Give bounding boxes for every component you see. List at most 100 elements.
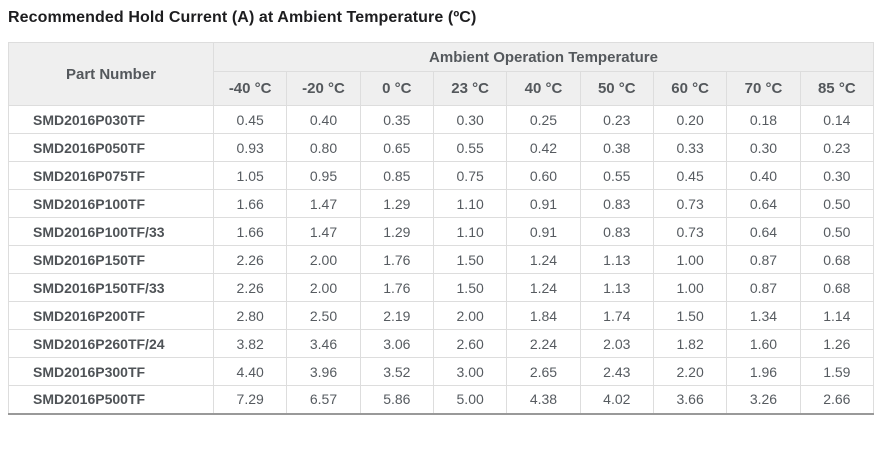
hold-current-value-cell: 0.50 (799, 217, 875, 246)
hold-current-value-cell: 3.00 (432, 357, 508, 386)
hold-current-value-cell: 3.66 (652, 385, 728, 414)
hold-current-value-cell: 1.76 (359, 245, 434, 274)
hold-current-value-cell: 6.57 (286, 385, 361, 414)
hold-current-value-cell: 1.82 (652, 329, 728, 358)
hold-current-value-cell: 1.13 (579, 245, 654, 274)
temp-header-cell: 40 °C (506, 71, 581, 106)
hold-current-value-cell: 0.30 (799, 161, 875, 190)
hold-current-value-cell: 0.23 (799, 133, 875, 162)
hold-current-value-cell: 1.66 (212, 217, 288, 246)
table-row: SMD2016P150TF/33 2.26 2.00 1.76 1.50 1.2… (8, 273, 875, 302)
part-number-cell: SMD2016P200TF (8, 301, 214, 330)
hold-current-value-cell: 4.02 (579, 385, 654, 414)
hold-current-value-cell: 0.20 (652, 105, 728, 134)
hold-current-value-cell: 0.18 (726, 105, 801, 134)
datasheet-page: Recommended Hold Current (A) at Ambient … (8, 9, 875, 415)
hold-current-value-cell: 1.66 (212, 189, 288, 218)
hold-current-value-cell: 2.00 (432, 301, 508, 330)
hold-current-value-cell: 1.74 (579, 301, 654, 330)
hold-current-value-cell: 0.50 (799, 189, 875, 218)
hold-current-value-cell: 0.33 (652, 133, 728, 162)
hold-current-value-cell: 0.73 (652, 189, 728, 218)
temp-header-cell: -40 °C (212, 71, 288, 106)
hold-current-value-cell: 0.30 (432, 105, 508, 134)
part-number-cell: SMD2016P150TF/33 (8, 273, 214, 302)
part-number-cell: SMD2016P150TF (8, 245, 214, 274)
part-number-cell: SMD2016P260TF/24 (8, 329, 214, 358)
part-number-cell: SMD2016P100TF (8, 189, 214, 218)
hold-current-value-cell: 0.25 (506, 105, 581, 134)
hold-current-value-cell: 2.00 (286, 273, 361, 302)
hold-current-value-cell: 2.50 (286, 301, 361, 330)
hold-current-value-cell: 0.45 (212, 105, 288, 134)
temp-header-cell: -20 °C (286, 71, 361, 106)
temp-header-cell: 0 °C (359, 71, 434, 106)
hold-current-value-cell: 0.38 (579, 133, 654, 162)
hold-current-value-cell: 1.26 (799, 329, 875, 358)
hold-current-value-cell: 0.55 (579, 161, 654, 190)
table-row: SMD2016P100TF 1.66 1.47 1.29 1.10 0.91 0… (8, 189, 875, 218)
hold-current-value-cell: 1.05 (212, 161, 288, 190)
hold-current-value-cell: 0.87 (726, 245, 801, 274)
temp-header-cell: 85 °C (799, 71, 875, 106)
hold-current-value-cell: 0.60 (506, 161, 581, 190)
hold-current-value-cell: 7.29 (212, 385, 288, 414)
hold-current-value-cell: 0.91 (506, 217, 581, 246)
hold-current-value-cell: 0.93 (212, 133, 288, 162)
table-header-row-temps: -40 °C -20 °C 0 °C 23 °C 40 °C 50 °C 60 … (9, 71, 875, 106)
page-title: Recommended Hold Current (A) at Ambient … (8, 9, 477, 26)
table-row: SMD2016P050TF 0.93 0.80 0.65 0.55 0.42 0… (8, 133, 875, 162)
hold-current-value-cell: 0.42 (506, 133, 581, 162)
hold-current-value-cell: 4.38 (506, 385, 581, 414)
hold-current-value-cell: 0.73 (652, 217, 728, 246)
hold-current-value-cell: 0.45 (652, 161, 728, 190)
hold-current-value-cell: 0.80 (286, 133, 361, 162)
hold-current-value-cell: 1.59 (799, 357, 875, 386)
hold-current-value-cell: 2.26 (212, 245, 288, 274)
hold-current-value-cell: 2.00 (286, 245, 361, 274)
part-number-cell: SMD2016P050TF (8, 133, 214, 162)
hold-current-value-cell: 0.23 (579, 105, 654, 134)
hold-current-value-cell: 1.29 (359, 189, 434, 218)
hold-current-value-cell: 1.24 (506, 245, 581, 274)
hold-current-value-cell: 1.14 (799, 301, 875, 330)
hold-current-value-cell: 0.68 (799, 245, 875, 274)
temp-header-cell: 70 °C (726, 71, 801, 106)
hold-current-value-cell: 5.86 (359, 385, 434, 414)
hold-current-value-cell: 0.91 (506, 189, 581, 218)
hold-current-value-cell: 0.64 (726, 189, 801, 218)
hold-current-value-cell: 1.00 (652, 273, 728, 302)
hold-current-value-cell: 2.80 (212, 301, 288, 330)
hold-current-value-cell: 1.34 (726, 301, 801, 330)
hold-current-value-cell: 0.14 (799, 105, 875, 134)
part-number-cell: SMD2016P030TF (8, 105, 214, 134)
hold-current-value-cell: 0.95 (286, 161, 361, 190)
hold-current-value-cell: 0.83 (579, 189, 654, 218)
hold-current-value-cell: 2.24 (506, 329, 581, 358)
hold-current-value-cell: 0.35 (359, 105, 434, 134)
hold-current-value-cell: 1.29 (359, 217, 434, 246)
hold-current-value-cell: 1.47 (286, 217, 361, 246)
hold-current-value-cell: 2.43 (579, 357, 654, 386)
temp-header-cell: 60 °C (652, 71, 728, 106)
hold-current-value-cell: 0.68 (799, 273, 875, 302)
hold-current-value-cell: 4.40 (212, 357, 288, 386)
hold-current-value-cell: 0.65 (359, 133, 434, 162)
part-number-cell: SMD2016P300TF (8, 357, 214, 386)
hold-current-value-cell: 2.26 (212, 273, 288, 302)
hold-current-value-cell: 0.85 (359, 161, 434, 190)
hold-current-value-cell: 3.52 (359, 357, 434, 386)
hold-current-value-cell: 5.00 (432, 385, 508, 414)
hold-current-value-cell: 3.82 (212, 329, 288, 358)
hold-current-value-cell: 2.60 (432, 329, 508, 358)
table-row: SMD2016P150TF 2.26 2.00 1.76 1.50 1.24 1… (8, 245, 875, 274)
part-number-cell: SMD2016P100TF/33 (8, 217, 214, 246)
table-header-row-group: Part Number Ambient Operation Temperatur… (8, 42, 874, 106)
part-number-cell: SMD2016P075TF (8, 161, 214, 190)
table-row: SMD2016P075TF 1.05 0.95 0.85 0.75 0.60 0… (8, 161, 875, 190)
hold-current-value-cell: 1.47 (286, 189, 361, 218)
hold-current-value-cell: 1.13 (579, 273, 654, 302)
table-row: SMD2016P200TF 2.80 2.50 2.19 2.00 1.84 1… (8, 301, 875, 330)
hold-current-value-cell: 1.00 (652, 245, 728, 274)
hold-current-value-cell: 0.40 (286, 105, 361, 134)
